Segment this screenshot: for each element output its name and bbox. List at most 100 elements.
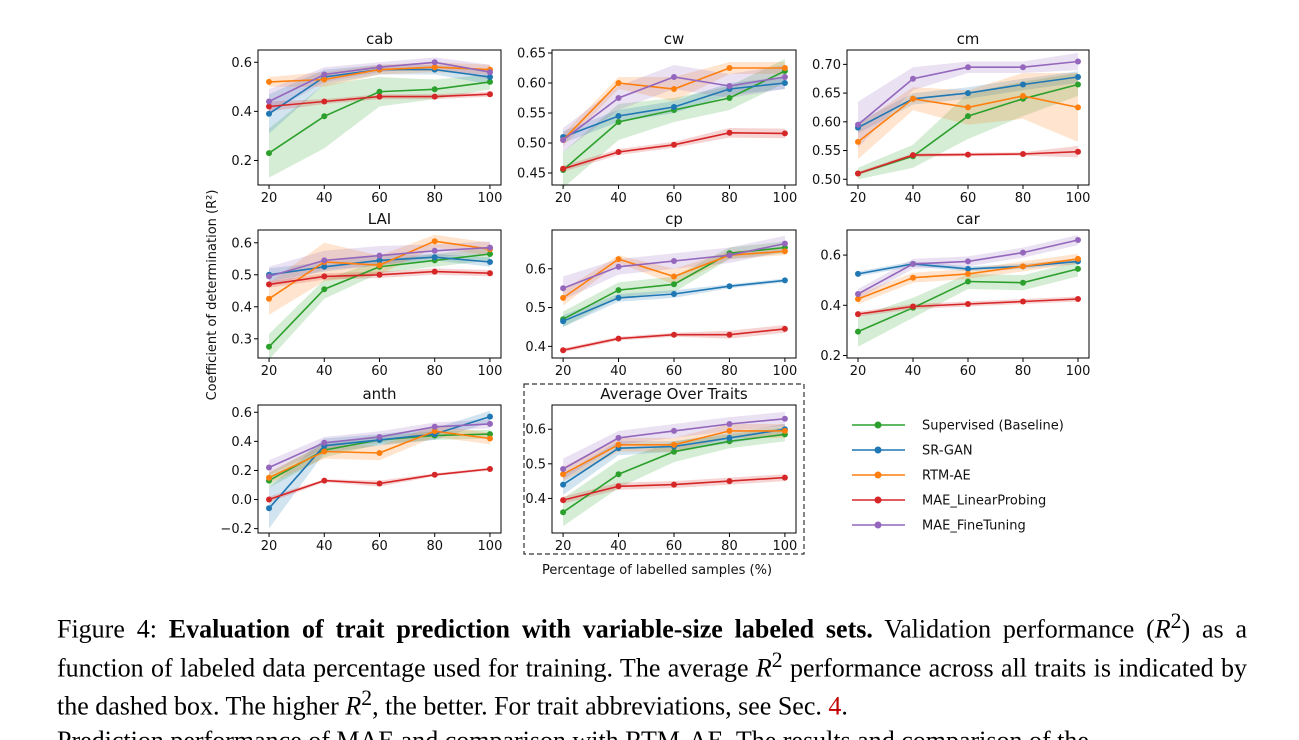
x-tick-label: 60 [666,191,683,206]
subplot-title: Average Over Traits [600,385,748,403]
y-tick-label: 0.5 [525,301,546,316]
data-point [1020,263,1026,270]
x-tick-label: 40 [610,364,627,379]
legend-marker [874,471,882,479]
data-point [560,466,567,472]
data-point [560,471,567,478]
x-tick-label: 40 [610,539,627,554]
y-tick-label: 0.4 [231,300,252,315]
data-point [965,301,971,307]
data-point [560,481,567,488]
subplot-title: LAI [368,210,391,228]
data-point [321,273,328,280]
legend-item: RTM-AE [852,469,971,484]
data-point [726,434,733,441]
data-point [431,86,438,93]
data-point [487,420,493,427]
y-tick-label: 0.2 [820,349,841,364]
data-point [1020,279,1026,286]
y-tick-label: −0.2 [220,522,252,537]
y-tick-label: 0.45 [517,167,546,182]
cut-off-text-line: Prediction performance of MAE and compar… [57,726,1247,740]
x-tick-label: 100 [1066,191,1091,206]
x-tick-label: 100 [478,539,503,554]
data-point [781,474,788,481]
legend-item: MAE_FineTuning [852,519,1026,534]
x-tick-label: 20 [261,191,278,206]
data-point [321,439,328,446]
y-tick-label: 0.65 [812,87,841,102]
data-point [726,65,733,71]
data-point [266,505,272,512]
data-point [781,130,788,137]
data-point [855,296,861,302]
data-point [376,257,383,264]
data-point [321,71,328,78]
data-point [321,257,328,264]
y-tick-label: 0.60 [812,115,841,130]
legend: Supervised (Baseline) SR-GAN RTM-AE MAE_Lin… [852,419,1064,534]
data-point [781,415,788,422]
data-point [726,283,733,290]
data-point [321,448,328,455]
data-point [615,256,622,263]
x-tick-label: 20 [850,191,867,206]
subplot-cw: cw 20 40 60 80 100 0.45 0.50 0.55 0.60 0.65 [517,30,797,206]
legend-marker [874,521,882,529]
x-axis-label: Percentage of labelled samples (%) [542,563,772,578]
data-point [266,281,272,288]
data-point [965,90,971,97]
y-tick-label: 0.3 [231,332,252,347]
data-point [781,325,788,332]
data-point [1020,93,1026,99]
data-point [1075,58,1081,65]
y-tick-label: 0.50 [812,173,841,188]
y-tick-label: 0.4 [525,492,546,507]
x-tick-label: 40 [610,191,627,206]
data-point [321,286,328,293]
subplot-cm: cm 20 40 60 80 100 0.50 0.55 0.60 0.65 0.70 [812,30,1090,206]
subplot-title: car [956,210,980,228]
data-point [266,103,272,110]
data-point [1075,237,1081,243]
data-point [781,248,788,255]
data-point [615,119,622,125]
y-tick-label: 0.5 [231,268,252,283]
section-reference-link[interactable]: 4 [828,691,842,721]
data-point [855,138,861,145]
data-point [431,423,438,430]
data-point [376,450,383,456]
data-point [910,260,916,267]
data-point [560,165,567,172]
data-point [615,441,622,448]
data-point [615,287,622,294]
data-point [855,328,861,335]
data-point [321,263,328,270]
data-point [560,318,567,325]
data-point [560,497,567,504]
subplot-cab: cab 20 40 60 80 100 0.2 0.4 0.6 [231,30,502,206]
data-point [855,311,861,318]
average-highlight-box [523,383,805,555]
data-point [615,335,622,342]
data-point [266,98,272,105]
y-tick-label: 0.4 [525,340,546,355]
y-tick-label: 0.55 [517,107,546,122]
data-point [615,263,622,270]
data-point [965,265,971,272]
data-point [726,478,733,485]
data-point [376,64,383,71]
data-point [266,295,272,302]
legend-label: MAE_FineTuning [922,519,1026,534]
legend-item: SR-GAN [852,444,973,459]
data-point [615,95,622,101]
data-point [487,251,493,257]
data-point [671,258,677,264]
confidence-band [563,325,785,353]
data-point [487,431,493,438]
x-tick-label: 80 [721,364,738,379]
data-point [615,149,622,155]
data-point [671,273,677,280]
data-point [487,270,493,277]
y-tick-label: 0.2 [231,464,252,479]
